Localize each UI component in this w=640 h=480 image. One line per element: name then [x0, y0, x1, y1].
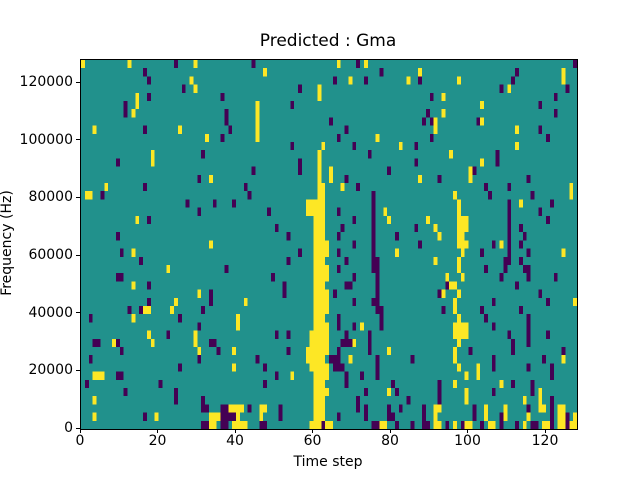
- x-tick-label: 0: [75, 433, 85, 449]
- y-tick-mark: [76, 196, 80, 198]
- x-tick-label: 80: [381, 433, 399, 449]
- x-tick-mark: [312, 429, 313, 433]
- y-tick-label: 120000: [19, 74, 73, 91]
- x-tick-mark: [157, 429, 158, 433]
- x-tick-label: 20: [148, 433, 167, 449]
- y-tick-label: 60000: [28, 247, 73, 264]
- y-tick-label: 40000: [28, 304, 73, 321]
- y-tick-mark: [76, 312, 80, 314]
- y-tick-mark: [76, 427, 80, 429]
- y-tick-mark: [76, 369, 80, 371]
- x-tick-mark: [467, 429, 468, 433]
- heatmap-canvas: [81, 60, 577, 429]
- x-tick-label: 60: [303, 433, 322, 449]
- chart-title: Predicted : Gma: [259, 31, 397, 51]
- y-axis-label: Frequency (Hz): [0, 190, 15, 296]
- y-tick-mark: [76, 81, 80, 83]
- x-tick-mark: [79, 429, 81, 433]
- y-tick-label: 80000: [28, 189, 73, 206]
- x-tick-label: 40: [226, 433, 244, 449]
- y-tick-label: 100000: [19, 131, 73, 148]
- plot-area: [80, 59, 578, 430]
- x-tick-mark: [544, 429, 546, 433]
- y-tick-mark: [76, 254, 80, 256]
- y-tick-label: 20000: [28, 362, 73, 379]
- x-tick-label: 120: [531, 433, 559, 449]
- x-tick-mark: [389, 429, 391, 433]
- y-tick-mark: [76, 139, 80, 141]
- x-axis-label: Time step: [293, 454, 363, 470]
- x-tick-label: 100: [454, 433, 481, 449]
- x-tick-mark: [234, 429, 236, 433]
- y-tick-label: 0: [64, 420, 73, 436]
